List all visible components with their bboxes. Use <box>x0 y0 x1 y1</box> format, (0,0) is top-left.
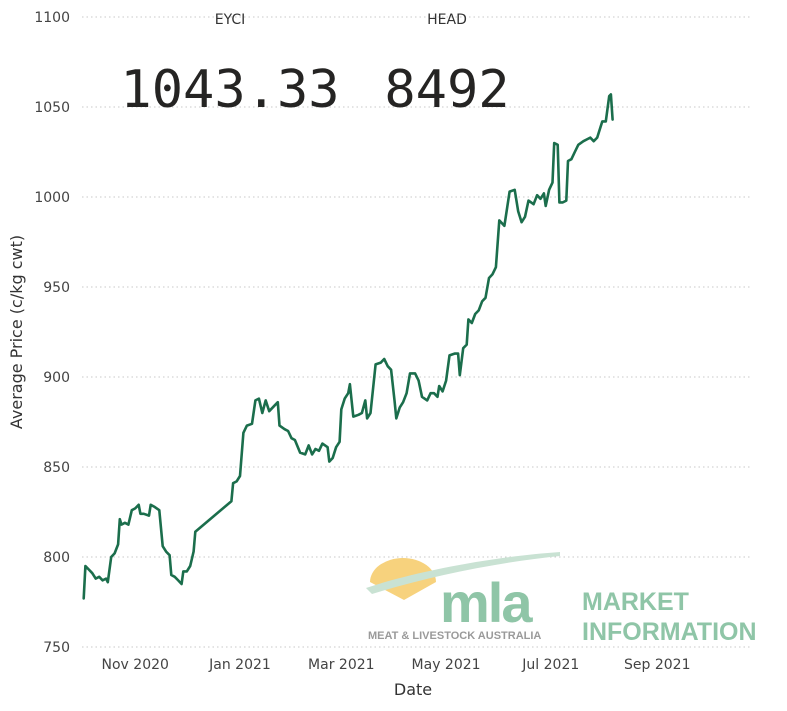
mla-logo: mla MEAT & LIVESTOCK AUSTRALIA MARKET IN… <box>366 552 757 646</box>
x-tick-label: Nov 2020 <box>102 657 169 673</box>
y-tick-label: 800 <box>43 550 70 566</box>
x-tick-label: Jul 2021 <box>521 657 579 673</box>
card-value-eyci: 1043.33 <box>120 60 339 120</box>
x-axis-title: Date <box>394 680 432 699</box>
y-axis-title: Average Price (c/kg cwt) <box>7 235 26 429</box>
y-tick-label: 950 <box>43 280 70 296</box>
y-tick-label: 850 <box>43 460 70 476</box>
y-axis-ticks: 750 800 850 900 950 1000 1050 1100 <box>34 10 70 656</box>
x-tick-label: Jan 2021 <box>208 657 271 673</box>
logo-line1: MARKET <box>582 588 689 616</box>
logo-line2: INFORMATION <box>582 618 757 646</box>
logo-wordmark: mla <box>440 571 533 634</box>
x-tick-label: Sep 2021 <box>624 657 690 673</box>
card-label-eyci: EYCI <box>215 12 246 28</box>
x-tick-label: May 2021 <box>412 657 481 673</box>
series-line <box>82 93 614 600</box>
y-tick-label: 1000 <box>34 190 70 206</box>
y-tick-label: 750 <box>43 640 70 656</box>
logo-swoosh-icon <box>366 552 560 594</box>
x-tick-label: Mar 2021 <box>308 657 375 673</box>
y-tick-label: 900 <box>43 370 70 386</box>
y-tick-label: 1100 <box>34 10 70 26</box>
y-tick-label: 1050 <box>34 100 70 116</box>
series-layer <box>82 93 614 600</box>
card-label-head: HEAD <box>427 12 467 28</box>
card-value-head: 8492 <box>384 60 509 120</box>
x-axis-ticks: Nov 2020 Jan 2021 Mar 2021 May 2021 Jul 2021… <box>102 657 691 673</box>
logo-tagline: MEAT & LIVESTOCK AUSTRALIA <box>368 630 541 642</box>
